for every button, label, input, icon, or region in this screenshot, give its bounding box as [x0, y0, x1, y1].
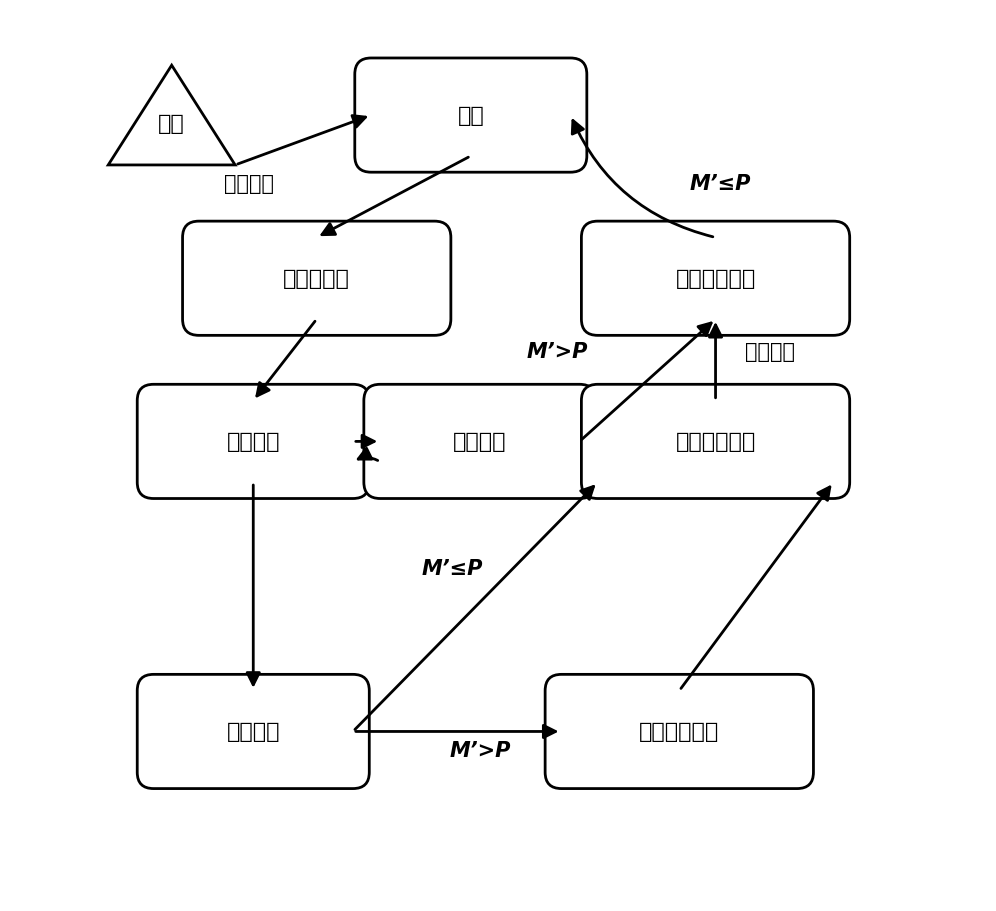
FancyBboxPatch shape [182, 222, 451, 336]
Text: 初始化参数: 初始化参数 [283, 269, 351, 289]
FancyBboxPatch shape [364, 384, 596, 499]
FancyBboxPatch shape [582, 384, 850, 499]
Text: 接收中间结果: 接收中间结果 [639, 722, 719, 742]
Text: 接收运算结果: 接收运算结果 [675, 269, 756, 289]
FancyBboxPatch shape [545, 675, 814, 789]
Text: M’>P: M’>P [526, 342, 588, 362]
FancyBboxPatch shape [582, 222, 850, 336]
Text: 运算结束: 运算结束 [745, 342, 795, 362]
Text: M’≤P: M’≤P [689, 174, 751, 194]
Text: 复位: 复位 [158, 114, 185, 134]
Text: 发送数据: 发送数据 [226, 722, 280, 742]
Text: 等待运算结束: 等待运算结束 [675, 432, 756, 452]
FancyBboxPatch shape [137, 384, 370, 499]
Text: 开始运行: 开始运行 [224, 174, 274, 194]
FancyBboxPatch shape [137, 675, 370, 789]
Text: 发送参数: 发送参数 [226, 432, 280, 452]
Text: M’>P: M’>P [449, 740, 511, 760]
Polygon shape [109, 67, 235, 166]
Text: M’≤P: M’≤P [422, 558, 483, 578]
Text: 配置参数: 配置参数 [453, 432, 507, 452]
Text: 空闲: 空闲 [457, 106, 484, 126]
FancyBboxPatch shape [355, 59, 587, 173]
